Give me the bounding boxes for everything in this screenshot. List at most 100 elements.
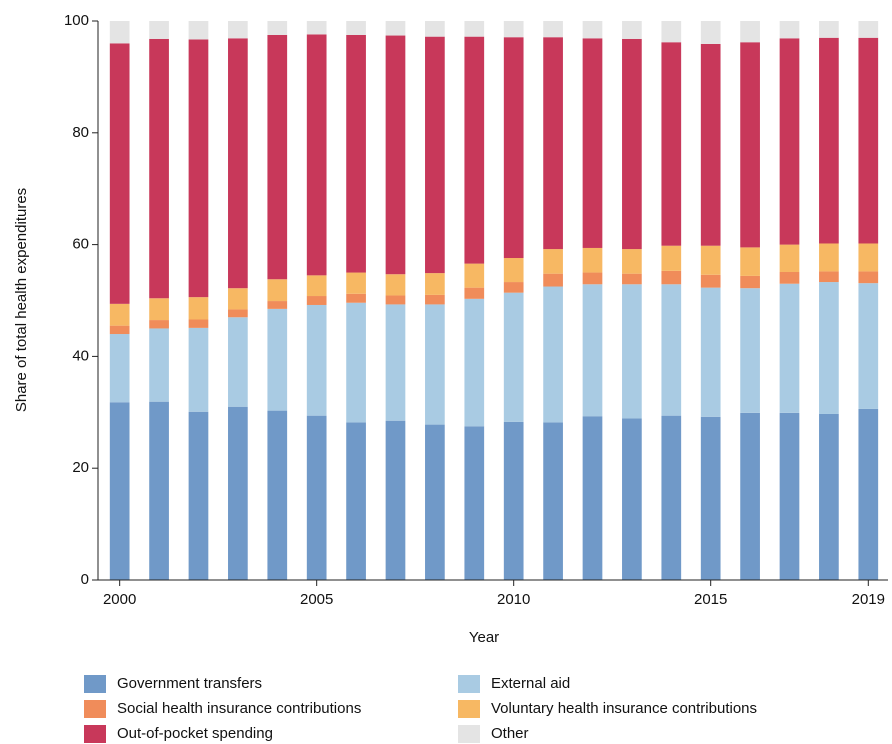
bar-segment	[385, 304, 406, 421]
y-tick-label: 60	[72, 236, 89, 253]
bar-segment	[779, 38, 800, 245]
bar-segment	[464, 21, 485, 37]
bar-segment	[464, 36, 485, 264]
bar-segment	[582, 21, 603, 39]
bar-segment	[779, 271, 800, 284]
bar-segment	[858, 243, 879, 272]
bar-segment	[819, 21, 839, 38]
legend-label: Other	[491, 725, 529, 742]
bar-segment	[267, 308, 288, 411]
bar-segment	[858, 283, 879, 409]
bar-segment	[858, 37, 879, 244]
bar-segment	[700, 287, 721, 417]
bar-segment	[779, 244, 800, 272]
bar-segment	[228, 406, 248, 580]
bar-segment	[661, 21, 682, 43]
bar-segment	[109, 43, 130, 304]
bar-segment	[582, 38, 603, 248]
bar-segment	[661, 284, 682, 416]
bar-segment	[622, 273, 642, 285]
legend-label: Government transfers	[117, 675, 262, 692]
bar-segment	[819, 243, 839, 272]
bar-segment	[267, 279, 288, 302]
bar-segment	[149, 320, 169, 329]
bar-segment	[267, 301, 288, 309]
bar-segment	[149, 328, 169, 402]
bar-segment	[819, 271, 839, 283]
bar-segment	[779, 283, 800, 413]
bar-segment	[661, 42, 682, 246]
bar-segment	[267, 410, 288, 580]
bar-segment	[188, 21, 209, 40]
x-axis-label: Year	[469, 629, 499, 646]
bar-segment	[109, 402, 130, 580]
bar-segment	[228, 38, 248, 289]
bar-segment	[228, 309, 248, 318]
bar-segment	[425, 294, 445, 305]
legend-swatch	[84, 675, 106, 693]
bar-segment	[346, 302, 366, 423]
legend-swatch	[458, 725, 480, 743]
bar-segment	[740, 412, 760, 580]
bar-segment	[267, 21, 288, 35]
bar-segment	[464, 426, 485, 580]
bar-segment	[425, 273, 445, 295]
bar-segment	[543, 21, 563, 38]
bar-segment	[188, 39, 209, 298]
bar-segment	[582, 284, 603, 417]
bar-segment	[582, 247, 603, 273]
bar-segment	[425, 21, 445, 37]
bar-segment	[700, 416, 721, 580]
bar-segment	[228, 288, 248, 310]
legend-swatch	[84, 725, 106, 743]
bar-segment	[188, 319, 209, 328]
bar-segment	[503, 292, 524, 422]
bar-segment	[385, 274, 406, 296]
y-tick-label: 20	[72, 459, 89, 476]
bar-segment	[109, 21, 130, 44]
bar-segment	[700, 245, 721, 275]
y-axis-label: Share of total health expenditures	[13, 188, 30, 412]
bar-segment	[622, 38, 642, 250]
bar-segment	[819, 37, 839, 244]
bar-segment	[306, 296, 327, 305]
legend-swatch	[84, 700, 106, 718]
legend-swatch	[458, 675, 480, 693]
bar-segment	[582, 272, 603, 285]
bar-segment	[109, 334, 130, 403]
bar-segment	[228, 21, 248, 39]
bar-segment	[306, 21, 327, 35]
bar-segment	[779, 412, 800, 580]
bar-segment	[425, 304, 445, 425]
bar-segment	[385, 21, 406, 36]
x-tick-label: 2019	[852, 591, 885, 608]
bar-segment	[503, 21, 524, 38]
legend-label: Social health insurance contributions	[117, 700, 361, 717]
bar-segment	[346, 21, 366, 35]
bar-segment	[622, 21, 642, 39]
bar-segment	[385, 35, 406, 275]
bar-segment	[385, 295, 406, 305]
bar-segment	[543, 37, 563, 250]
legend-label: Voluntary health insurance contributions	[491, 700, 757, 717]
bar-segment	[779, 21, 800, 39]
x-tick-label: 2015	[694, 591, 727, 608]
bar-segment	[503, 421, 524, 580]
bar-segment	[858, 271, 879, 284]
bar-segment	[543, 286, 563, 423]
bar-segment	[306, 415, 327, 580]
bar-segment	[306, 275, 327, 297]
bar-segment	[582, 416, 603, 580]
bar-segment	[306, 34, 327, 276]
bar-segment	[661, 270, 682, 285]
bar-segment	[700, 274, 721, 288]
legend-label: External aid	[491, 675, 570, 692]
bar-segment	[228, 317, 248, 407]
bar-segment	[503, 37, 524, 259]
bar-segment	[543, 273, 563, 287]
y-tick-label: 80	[72, 124, 89, 141]
bar-segment	[425, 424, 445, 580]
bar-segment	[346, 272, 366, 294]
bar-segment	[464, 287, 485, 299]
